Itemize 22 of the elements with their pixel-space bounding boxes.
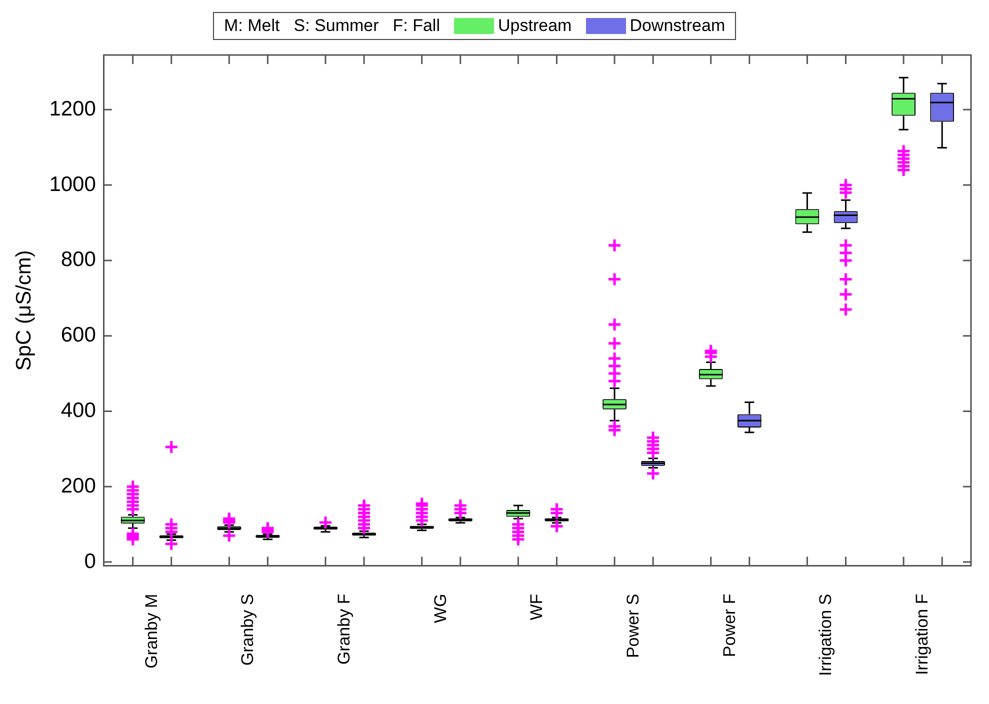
y-tick-label: 1000	[49, 172, 96, 196]
text: M: Melt	[224, 16, 280, 36]
text: S: Summer	[294, 16, 379, 36]
y-tick-label: 200	[60, 474, 96, 498]
x-tick-label: Granby M	[142, 594, 161, 668]
y-tick-label: 600	[60, 324, 96, 347]
legend-label: Downstream	[630, 16, 726, 36]
x-tick-label: Granby S	[238, 594, 258, 666]
y-tick-label: 0	[84, 550, 96, 573]
x-tick-label: Irrigation F	[912, 594, 932, 676]
text: F: Fall	[392, 16, 440, 36]
legend-label: Upstream	[498, 16, 572, 36]
y-tick-label: 400	[60, 399, 96, 422]
y-tick-label: 1200	[49, 97, 96, 120]
x-tick-label: Power F	[720, 594, 739, 658]
y-tick-label: 800	[60, 248, 96, 272]
x-tick-label: WF	[527, 594, 546, 620]
x-tick-label: Power S	[623, 594, 642, 658]
x-tick-label: Granby F	[334, 594, 354, 665]
y-axis-title: SpC (μS/cm)	[12, 250, 36, 371]
x-tick-label: Irrigation S	[816, 594, 836, 676]
x-tick-label: WG	[430, 594, 450, 624]
